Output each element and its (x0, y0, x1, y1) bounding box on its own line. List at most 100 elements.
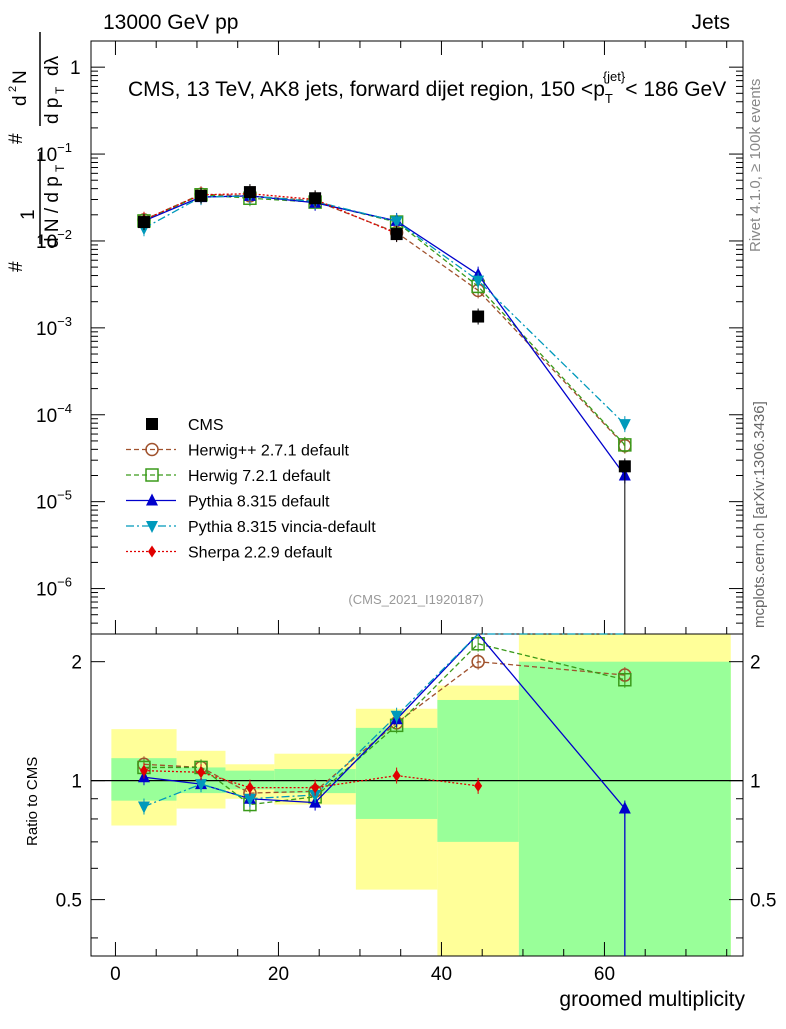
data-point (243, 793, 256, 806)
ratio-y-tick-label: 2 (750, 653, 761, 674)
svg-text:#: # (6, 261, 27, 272)
series-sherpa-2-2-9-default (139, 762, 483, 796)
data-point (471, 654, 485, 669)
series-cms (137, 184, 631, 475)
series-line (143, 195, 626, 425)
svg-text:d N / d p: d N / d p (42, 176, 63, 248)
ratio-y-tick-label: 1 (750, 772, 761, 793)
legend-item-4: Pythia 8.315 vincia-default (126, 519, 376, 536)
data-point (618, 438, 632, 452)
data-point (195, 189, 208, 202)
x-tick-label: 20 (268, 964, 289, 985)
legend-label: CMS (188, 417, 224, 434)
chart-title-end: < 186 GeV (625, 78, 726, 101)
svg-text:N: N (10, 70, 31, 84)
legend-label: Herwig 7.2.1 default (188, 468, 331, 485)
ratio-uncertainty-bands (91, 634, 743, 956)
ratio-y-axis: 0.5 0.5 1 1 2 2 (56, 653, 776, 939)
header-left-label: 13000 GeV pp (103, 11, 238, 34)
data-point (137, 801, 150, 814)
ratio-panel-frame (90, 633, 744, 957)
data-point (471, 637, 485, 651)
main-series (137, 184, 632, 634)
series-line (143, 193, 397, 235)
data-point (309, 789, 322, 802)
series-pythia-8-315-vincia-default (137, 187, 631, 433)
legend-label: Pythia 8.315 default (188, 494, 330, 511)
svg-text:d p: d p (42, 98, 63, 124)
band-inner-5 (437, 699, 519, 842)
series-herwig-2-7-1-default (137, 186, 632, 454)
legend-item-1: Herwig++ 2.7.1 default (126, 443, 350, 460)
analysis-id-label: (CMS_2021_I1920187) (348, 592, 483, 607)
header-right-label: Jets (691, 11, 730, 34)
data-point (311, 781, 320, 794)
series-line (143, 193, 626, 447)
y-tick-label: 10−5 (36, 488, 72, 514)
x-axis-label: groomed multiplicity (559, 988, 745, 1011)
data-point (618, 419, 631, 432)
legend-marker (148, 545, 156, 558)
y-tick-label: 10−1 (36, 140, 72, 166)
legend-item-3: Pythia 8.315 default (126, 493, 330, 511)
data-point (474, 779, 483, 792)
mcplots-label: mcplots.cern.ch [arXiv:1306.3436] (751, 401, 768, 628)
data-point (390, 710, 403, 723)
legend-marker (145, 442, 159, 457)
legend-marker (146, 521, 158, 533)
data-point (618, 673, 632, 687)
data-point (309, 192, 322, 205)
chart-title-sub: T (605, 91, 613, 106)
data-point (472, 310, 485, 323)
legend-marker (146, 493, 158, 506)
legend-label: Herwig++ 2.7.1 default (188, 443, 350, 460)
svg-text:2: 2 (7, 86, 19, 92)
legend: CMS Herwig++ 2.7.1 default Herwig 7.2.1 de… (126, 417, 376, 562)
svg-text:#: # (6, 133, 27, 144)
ratio-y-tick-label: 2 (71, 653, 82, 674)
series-line (143, 769, 479, 789)
data-point (392, 769, 401, 782)
data-point (195, 779, 208, 792)
rivet-version-label: Rivet 4.1.0, ≥ 100k events (747, 79, 764, 252)
chart-title-main: CMS, 13 TeV, AK8 jets, forward dijet reg… (128, 78, 605, 101)
ratio-y-axis-label: Ratio to CMS (24, 757, 41, 846)
legend-marker (146, 418, 158, 430)
ratio-y-tick-label: 1 (71, 772, 82, 793)
ratio-y-tick-label: 0.5 (750, 891, 776, 912)
y-tick-label: 10−2 (36, 227, 72, 253)
data-point (390, 216, 403, 229)
data-point (139, 764, 148, 777)
data-point (243, 186, 256, 199)
svg-text:T: T (53, 164, 67, 172)
y-tick-label: 10−6 (36, 575, 72, 601)
y-tick-label: 1 (70, 58, 81, 79)
legend-item-0: CMS (146, 417, 224, 434)
legend-label: Pythia 8.315 vincia-default (188, 519, 376, 536)
ratio-series (137, 633, 632, 956)
legend-item-2: Herwig 7.2.1 default (126, 468, 331, 485)
x-tick-label: 40 (431, 964, 452, 985)
svg-text:dλ: dλ (42, 55, 63, 76)
data-point (245, 781, 254, 794)
chart-title-sup: {jet} (603, 69, 626, 84)
series-herwig-7-2-1-default (137, 186, 632, 453)
data-point (472, 275, 485, 288)
data-point (197, 766, 206, 779)
main-y-axis: 10−6 10−5 10−4 10−3 10−2 10−1 1 (36, 40, 743, 635)
svg-text:T: T (53, 86, 67, 94)
legend-item-5: Sherpa 2.2.9 default (126, 545, 333, 562)
y-tick-label: 10−4 (36, 401, 72, 427)
chart-title: CMS, 13 TeV, AK8 jets, forward dijet reg… (128, 69, 726, 106)
series-line (143, 194, 626, 446)
x-tick-label: 0 (110, 964, 121, 985)
ratio-y-tick-label: 0.5 (56, 891, 82, 912)
data-point (390, 228, 403, 241)
legend-marker (145, 468, 159, 482)
data-point (618, 801, 631, 814)
y-tick-label: 10−3 (36, 314, 72, 340)
x-tick-label: 60 (594, 964, 615, 985)
svg-text:1: 1 (18, 209, 39, 220)
main-y-axis-label: # 1 d N / d p T # d 2 N d p T dλ (6, 32, 67, 272)
